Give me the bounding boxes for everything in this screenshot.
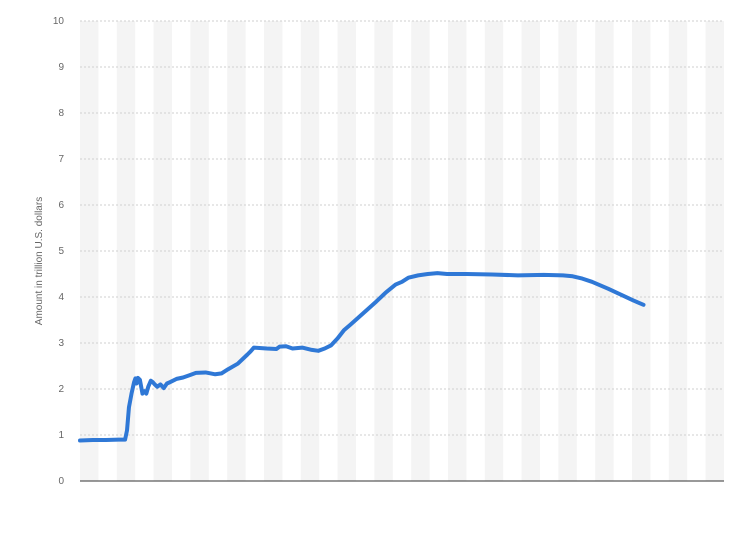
y-tick-label: 4 [58, 292, 64, 303]
y-tick-label: 8 [58, 108, 64, 119]
background-band [374, 21, 393, 481]
y-tick-label: 0 [58, 476, 64, 487]
background-band [337, 21, 356, 481]
y-tick-label: 9 [58, 62, 64, 73]
y-tick-label: 6 [58, 200, 64, 211]
y-tick-label: 10 [53, 16, 65, 27]
background-band [190, 21, 209, 481]
grid-lines [80, 20, 724, 436]
y-axis-title: Amount in trillion U.S. dollars [34, 197, 45, 325]
y-tick-label: 3 [58, 338, 64, 349]
y-tick-label: 1 [58, 430, 64, 441]
y-tick-label: 7 [58, 154, 64, 165]
y-axis-ticks: 0 1 2 3 4 5 6 7 8 9 10 [53, 16, 65, 487]
y-tick-label: 5 [58, 246, 64, 257]
background-bands [80, 21, 724, 481]
y-tick-label: 2 [58, 384, 64, 395]
background-band [705, 21, 724, 481]
background-band [521, 21, 540, 481]
background-band [558, 21, 577, 481]
background-band [153, 21, 172, 481]
series-line [78, 271, 646, 443]
